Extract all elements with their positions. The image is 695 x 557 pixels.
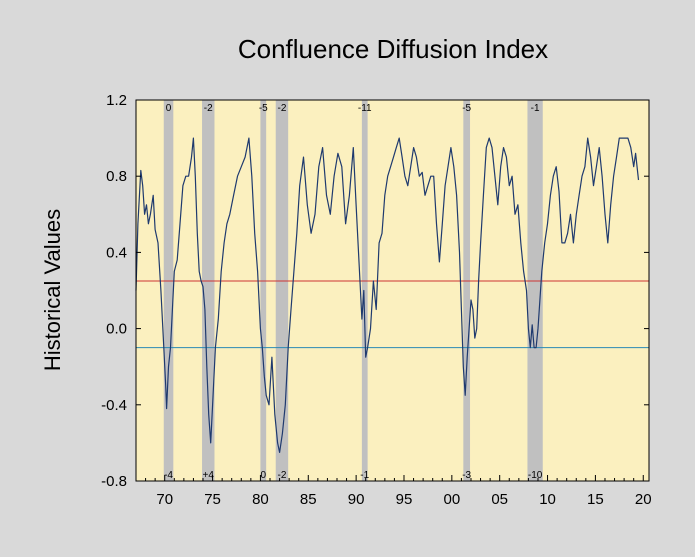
x-tick-label-7: 05 [491,491,508,508]
x-tick-label-0: 70 [156,491,173,508]
recession-bottom-label-0: -4 [164,470,173,481]
recession-band-6 [527,100,543,481]
series-layer [135,137,640,453]
x-tick-label-1: 75 [204,491,221,508]
x-tick-label-4: 90 [348,491,365,508]
recession-band-3 [275,100,289,481]
y-tick-label-1: 0.8 [106,168,127,185]
recession-bottom-label-6: -10 [528,470,543,481]
recession-top-label-0: 0 [166,103,172,114]
x-tick-label-5: 95 [396,491,413,508]
recession-band-5 [463,100,471,481]
x-tick-label-6: 00 [443,491,460,508]
recession-bottom-label-3: -2 [278,470,287,481]
recession-bottom-label-5: -3 [462,470,471,481]
series-line-0 [135,137,640,453]
plot-frame [135,99,650,482]
reference-lines [136,280,649,349]
recession-labels: 0 -4 -2 +4 -5 0 -2 -2 -11 -1 -5 -3 -1 -10 [164,103,543,481]
recession-bands [163,100,543,481]
recession-top-label-2: -5 [259,103,268,114]
recession-top-label-5: -5 [462,103,471,114]
recession-bottom-label-4: -1 [360,470,369,481]
plot-area [136,100,649,481]
y-tick-label-3: 0.0 [106,321,127,338]
y-tick-label-4: -0.4 [101,397,127,414]
y-tick-label-0: 1.2 [106,92,127,109]
recession-band-1 [202,100,215,481]
x-tick-label-9: 15 [587,491,604,508]
y-tick-label-5: -0.8 [101,473,127,490]
recession-band-2 [260,100,267,481]
recession-top-label-3: -2 [278,103,287,114]
chart-title: Confluence Diffusion Index [238,34,548,64]
x-tick-label-2: 80 [252,491,269,508]
axes: 1.20.80.40.0-0.4-0.870 75 80 85 90 95 00 05 10 15… [101,92,651,508]
x-tick-label-8: 10 [539,491,556,508]
recession-bottom-label-2: 0 [261,470,267,481]
recession-top-label-4: -11 [358,103,372,114]
y-tick-label-2: 0.4 [106,244,127,261]
recession-bottom-label-1: +4 [203,470,215,481]
x-tick-label-3: 85 [300,491,317,508]
recession-band-0 [163,100,174,481]
recession-top-label-1: -2 [204,103,213,114]
y-axis-label: Historical Values [40,209,65,371]
recession-top-label-6: -1 [531,103,540,114]
recession-band-4 [361,100,368,481]
x-tick-label-10: 20 [635,491,652,508]
